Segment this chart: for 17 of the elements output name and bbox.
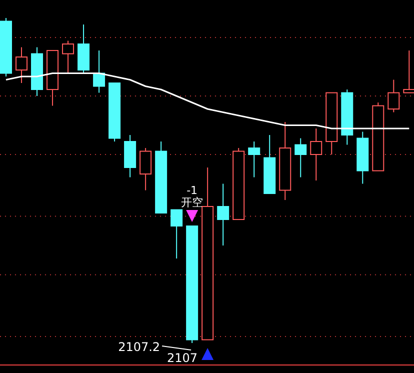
candlestick xyxy=(356,131,369,184)
candlestick xyxy=(124,134,136,178)
text: 2107 xyxy=(167,351,198,365)
candlestick xyxy=(341,89,354,146)
candlestick xyxy=(93,50,106,94)
candlestick xyxy=(248,141,260,178)
annotation: 开空 xyxy=(181,196,204,209)
candlestick xyxy=(31,46,44,96)
candlestick xyxy=(294,138,307,178)
candlestick xyxy=(310,128,322,181)
candlestick xyxy=(217,183,230,246)
candlestick xyxy=(16,46,28,84)
annotation: 2107.2 xyxy=(118,340,160,354)
candlestick xyxy=(279,122,292,200)
candlestick xyxy=(388,79,400,113)
candlestick xyxy=(140,148,152,191)
annotation: -1 xyxy=(186,184,198,197)
